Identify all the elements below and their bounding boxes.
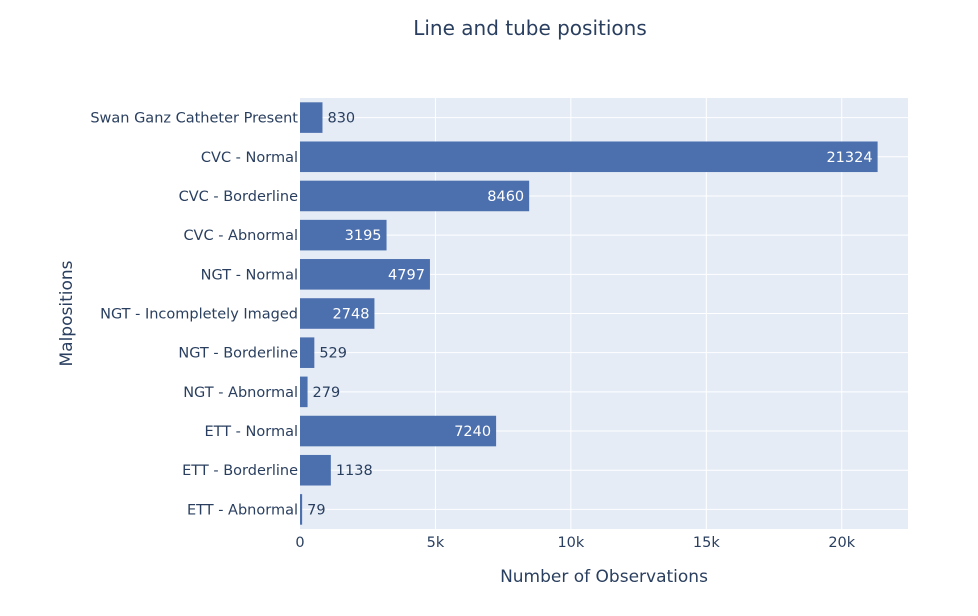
chart-title: Line and tube positions [413, 16, 647, 40]
bar [300, 102, 323, 133]
bar [300, 298, 375, 329]
bar [300, 376, 308, 408]
y-tick-label: ETT - Borderline [182, 463, 298, 479]
bar [300, 219, 387, 251]
bar-value-label: 8460 [487, 189, 524, 205]
bar [300, 259, 430, 290]
y-tick-label: CVC - Abnormal [183, 228, 298, 244]
bar-value-label: 3195 [345, 228, 382, 244]
bar-value-label: 279 [313, 385, 341, 401]
bar [300, 337, 315, 368]
x-tick-label: 0 [295, 535, 304, 551]
bar-value-label: 4797 [388, 267, 425, 283]
bar-value-label: 79 [307, 502, 325, 518]
bar-value-label: 529 [319, 346, 347, 362]
bar-value-label: 21324 [826, 150, 872, 166]
x-axis-title: Number of Observations [500, 567, 708, 587]
bar [300, 180, 530, 212]
x-tick-label: 20k [828, 535, 855, 551]
x-tick-label: 15k [693, 535, 720, 551]
bar [300, 494, 303, 525]
y-tick-label: Swan Ganz Catheter Present [90, 111, 298, 127]
y-tick-label: CVC - Borderline [179, 189, 298, 205]
y-tick-label: ETT - Abnormal [187, 502, 298, 518]
bar-value-label: 1138 [336, 463, 373, 479]
y-tick-label: NGT - Abnormal [183, 385, 298, 401]
bar-value-label: 830 [327, 111, 355, 127]
bars: 830 21324 8460 3195 4797 2748 529 279 7240 1138 79 [300, 102, 878, 525]
y-tick-label: CVC - Normal [201, 150, 298, 166]
y-axis-title: Malpositions [57, 260, 77, 366]
bar [300, 415, 497, 447]
y-tick-label: NGT - Borderline [178, 346, 298, 362]
x-tick-label: 5k [427, 535, 445, 551]
bar-value-label: 2748 [333, 307, 370, 323]
y-tick-label: ETT - Normal [204, 424, 298, 440]
bar [300, 141, 878, 173]
bar-value-label: 7240 [454, 424, 491, 440]
bar [300, 454, 331, 486]
x-tick-label: 10k [557, 535, 584, 551]
y-tick-label: NGT - Incompletely Imaged [100, 307, 298, 323]
axis-ticks: 0 5k 10k 15k 20k Swan Ganz Catheter Present CV… [90, 111, 855, 551]
y-tick-label: NGT - Normal [201, 267, 298, 283]
